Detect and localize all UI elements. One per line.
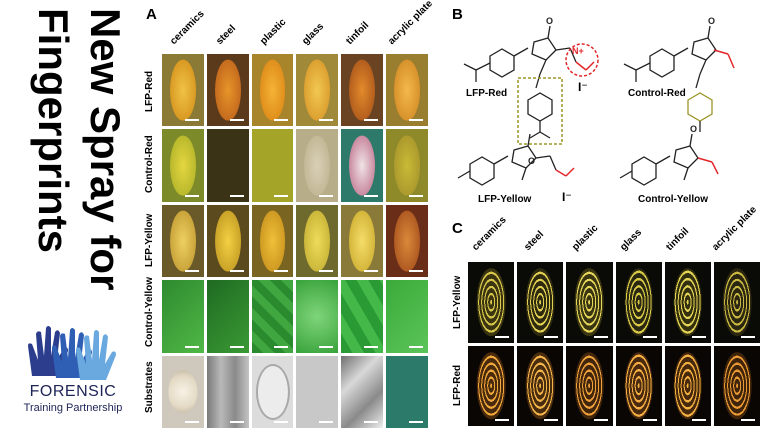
a-substrate-plastic	[251, 355, 294, 428]
panel-c-col-tinfoil: tinfoil	[664, 225, 692, 253]
a-lfp-yellow-acrylic	[386, 204, 428, 278]
a-control-yellow-plastic	[251, 280, 294, 353]
a-control-red-acrylic	[386, 129, 428, 202]
panel-a-col-tinfoil: tinfoil	[344, 19, 372, 47]
panel-a-col-plastic: plastic	[258, 16, 289, 47]
panel-a-row-lfp-yellow: LFP-Yellow	[144, 213, 155, 267]
a-control-yellow-steel	[206, 280, 249, 353]
a-control-red-plastic	[251, 129, 294, 202]
panel-b-label-control-red: Control-Red	[628, 88, 686, 99]
c-lfp-yellow-acrylic	[713, 262, 760, 343]
hands-logo-icon	[28, 326, 116, 380]
a-lfp-yellow-tinfoil	[341, 204, 384, 278]
panel-a-row-substrates: Substrates	[144, 361, 155, 413]
a-substrate-tinfoil	[341, 355, 384, 428]
title-line-1: New Spray for	[82, 8, 129, 291]
panel-b-label-control-yellow: Control-Yellow	[638, 194, 708, 205]
brand-name: FORENSIC	[29, 383, 117, 400]
c-lfp-red-steel	[517, 345, 564, 426]
panel-c-col-glass: glass	[618, 227, 645, 253]
a-lfp-yellow-ceramics	[162, 204, 204, 278]
a-lfp-red-steel	[206, 54, 249, 127]
a-lfp-yellow-steel	[206, 204, 249, 278]
panel-a-grid	[162, 54, 428, 428]
a-control-red-steel	[206, 129, 249, 202]
a-control-red-tinfoil	[341, 129, 384, 202]
a-lfp-red-plastic	[251, 54, 294, 127]
a-control-yellow-acrylic	[386, 280, 428, 353]
svg-text:N+: N+	[572, 46, 584, 56]
c-lfp-red-tinfoil	[664, 345, 711, 426]
a-lfp-red-ceramics	[162, 54, 204, 127]
svg-text:O: O	[546, 16, 553, 26]
a-substrate-steel	[206, 355, 249, 428]
panel-b-letter: B	[452, 6, 463, 23]
panel-a-col-ceramics: ceramics	[168, 8, 207, 48]
a-control-red-ceramics	[162, 129, 204, 202]
imidazolone-ring-icon	[531, 37, 557, 61]
a-lfp-yellow-plastic	[251, 204, 294, 278]
svg-text:O: O	[708, 16, 715, 26]
benzene-ring-icon	[489, 48, 515, 78]
c-lfp-yellow-steel	[517, 262, 564, 343]
c-lfp-yellow-glass	[615, 262, 662, 343]
panel-a-col-glass: glass	[300, 21, 327, 47]
styryl-highlight-icon	[517, 77, 563, 145]
a-lfp-red-tinfoil	[341, 54, 384, 127]
panel-c-col-plastic: plastic	[570, 222, 601, 253]
c-lfp-red-glass	[615, 345, 662, 426]
c-lfp-red-acrylic	[713, 345, 760, 426]
panel-a-col-steel: steel	[214, 23, 239, 47]
panel-a-row-lfp-red: LFP-Red	[144, 70, 155, 112]
a-lfp-red-glass	[296, 54, 339, 127]
panel-c-row-lfp-red: LFP-Red	[452, 364, 463, 406]
a-substrate-glass	[296, 355, 339, 428]
quaternary-ammonium-highlight-icon	[565, 43, 599, 77]
panel-c-grid	[468, 262, 760, 426]
panel-b-iodide-1: I⁻	[578, 80, 588, 94]
a-control-yellow-glass	[296, 280, 339, 353]
c-lfp-yellow-tinfoil	[664, 262, 711, 343]
panel-c-col-ceramics: ceramics	[470, 214, 509, 253]
svg-text:O: O	[690, 124, 697, 134]
a-substrate-ceramics	[162, 355, 204, 428]
c-lfp-yellow-ceramics	[468, 262, 515, 343]
a-lfp-yellow-glass	[296, 204, 339, 278]
panel-a-letter: A	[146, 6, 157, 23]
a-control-red-glass	[296, 129, 339, 202]
panel-c-row-lfp-yellow: LFP-Yellow	[452, 275, 463, 329]
panel-b-label-lfp-red: LFP-Red	[466, 88, 508, 99]
panel-b-structures: O O O O N+	[457, 16, 735, 186]
panel-a-row-control-yellow: Control-Yellow	[144, 277, 155, 347]
svg-text:O: O	[528, 156, 535, 166]
panel-c-col-steel: steel	[522, 229, 547, 253]
panel-b-label-lfp-yellow: LFP-Yellow	[478, 194, 532, 205]
brand-tagline: Training Partnership	[23, 402, 123, 414]
panel-a-row-control-red: Control-Red	[144, 135, 155, 193]
title-line-2: Fingerprints	[30, 8, 77, 254]
a-control-yellow-ceramics	[162, 280, 204, 353]
c-lfp-yellow-plastic	[566, 262, 613, 343]
a-control-yellow-tinfoil	[341, 280, 384, 353]
a-substrate-acrylic	[386, 355, 428, 428]
title: New Spray for Fingerprints	[22, 8, 134, 308]
panel-c-letter: C	[452, 220, 463, 237]
c-lfp-red-plastic	[566, 345, 613, 426]
panel-a-col-acrylic-plate: acrylic plate	[386, 0, 435, 47]
panel-b-iodide-2: I⁻	[562, 190, 572, 204]
a-lfp-red-acrylic	[386, 54, 428, 127]
c-lfp-red-ceramics	[468, 345, 515, 426]
